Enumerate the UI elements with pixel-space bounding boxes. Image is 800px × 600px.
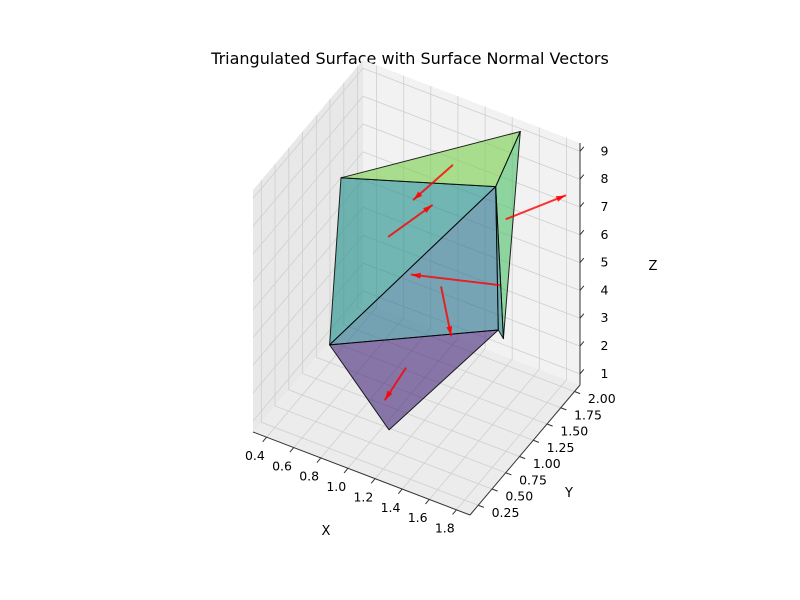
x-tick-label: 1.8	[435, 521, 455, 536]
grid-line-x	[456, 137, 567, 511]
y-tick-label: 1.75	[574, 407, 602, 422]
floor-pane	[253, 302, 580, 515]
normal-arrowhead	[413, 191, 423, 200]
x-tick-mark	[370, 478, 376, 484]
y-tick-label: 1.50	[560, 424, 588, 439]
normal-arrowhead	[423, 205, 432, 213]
x-tick-mark	[452, 509, 457, 515]
x-tick-label: 0.4	[245, 448, 265, 463]
z-tick-mark	[579, 174, 585, 180]
x-tick-mark	[316, 457, 322, 463]
left-pane	[253, 60, 363, 432]
normal-arrowhead	[411, 272, 421, 279]
z-tick-mark	[579, 341, 585, 347]
z-tick-label: 9	[600, 143, 608, 158]
x-axis-line	[252, 431, 471, 516]
grid-line-z	[252, 67, 581, 199]
z-tick-mark	[579, 285, 585, 291]
y-tick-label: 1.25	[547, 440, 575, 455]
grid-line-y	[288, 147, 506, 474]
normal-vectors	[384, 164, 567, 401]
z-tick-label: 1	[600, 366, 608, 381]
axis-lines	[252, 143, 581, 516]
x-tick-mark	[397, 488, 403, 494]
y-tick-mark	[505, 472, 512, 476]
normal-arrowhead	[446, 326, 453, 336]
grid-line-y	[302, 131, 520, 457]
normal-vector	[410, 273, 501, 287]
x-tick-mark	[262, 436, 267, 443]
grid-line-y	[260, 180, 479, 506]
y-tick-label: 1.00	[533, 456, 561, 471]
grid-line-x	[428, 127, 540, 500]
normal-vector	[505, 194, 567, 220]
y-tick-mark	[560, 407, 567, 411]
grid-line-y	[315, 115, 534, 441]
surface-triangle	[495, 186, 504, 340]
z-tick-label: 3	[600, 310, 608, 325]
z-tick-label: 8	[600, 171, 608, 186]
y-tick-label: 2.00	[588, 391, 616, 406]
triangulated-surface	[329, 131, 521, 431]
z-axis-label: Z	[649, 259, 658, 274]
z-tick-mark	[579, 257, 585, 263]
z-tick-mark	[579, 146, 585, 152]
z-tick-label: 7	[600, 199, 608, 214]
x-tick-mark	[343, 467, 349, 474]
surface-triangle	[329, 329, 499, 431]
y-tick-mark	[519, 456, 526, 460]
z-tick-label: 4	[600, 282, 608, 297]
x-tick-label: 1.0	[326, 479, 346, 494]
x-tick-label: 1.4	[381, 500, 401, 515]
y-tick-mark	[478, 504, 485, 508]
x-tick-mark	[289, 447, 295, 453]
z-tick-label: 2	[600, 338, 608, 353]
x-tick-label: 1.2	[353, 489, 373, 504]
x-tick-label: 0.8	[299, 469, 319, 484]
normal-arrowhead	[385, 390, 393, 400]
chart-title: Triangulated Surface with Surface Normal…	[210, 49, 609, 68]
y-tick-label: 0.75	[519, 472, 547, 487]
x-tick-label: 1.6	[408, 510, 428, 525]
z-tick-mark	[579, 229, 585, 236]
y-axis-line	[469, 384, 581, 516]
tick-labels: 0.4 0.6 0.8 1.0 1.2 1.4 1.6 1.8 0.250.50 0.751.00…	[245, 143, 616, 535]
y-tick-mark	[546, 423, 553, 427]
z-tick-mark	[579, 368, 585, 375]
y-tick-mark	[574, 391, 581, 395]
x-tick-label: 0.6	[272, 458, 292, 473]
y-tick-label: 0.25	[492, 505, 520, 520]
y-tick-mark	[491, 488, 498, 492]
y-tick-mark	[533, 439, 540, 443]
y-tick-label: 0.50	[505, 489, 533, 504]
x-tick-mark	[425, 499, 430, 505]
z-tick-mark	[579, 313, 585, 319]
z-tick-label: 5	[600, 255, 608, 270]
grid-line-y	[274, 164, 493, 490]
normal-arrowhead	[555, 195, 566, 202]
x-axis-label: X	[322, 524, 331, 539]
y-axis-label: Y	[564, 486, 573, 501]
z-tick-mark	[579, 202, 585, 208]
z-tick-label: 6	[600, 227, 608, 242]
